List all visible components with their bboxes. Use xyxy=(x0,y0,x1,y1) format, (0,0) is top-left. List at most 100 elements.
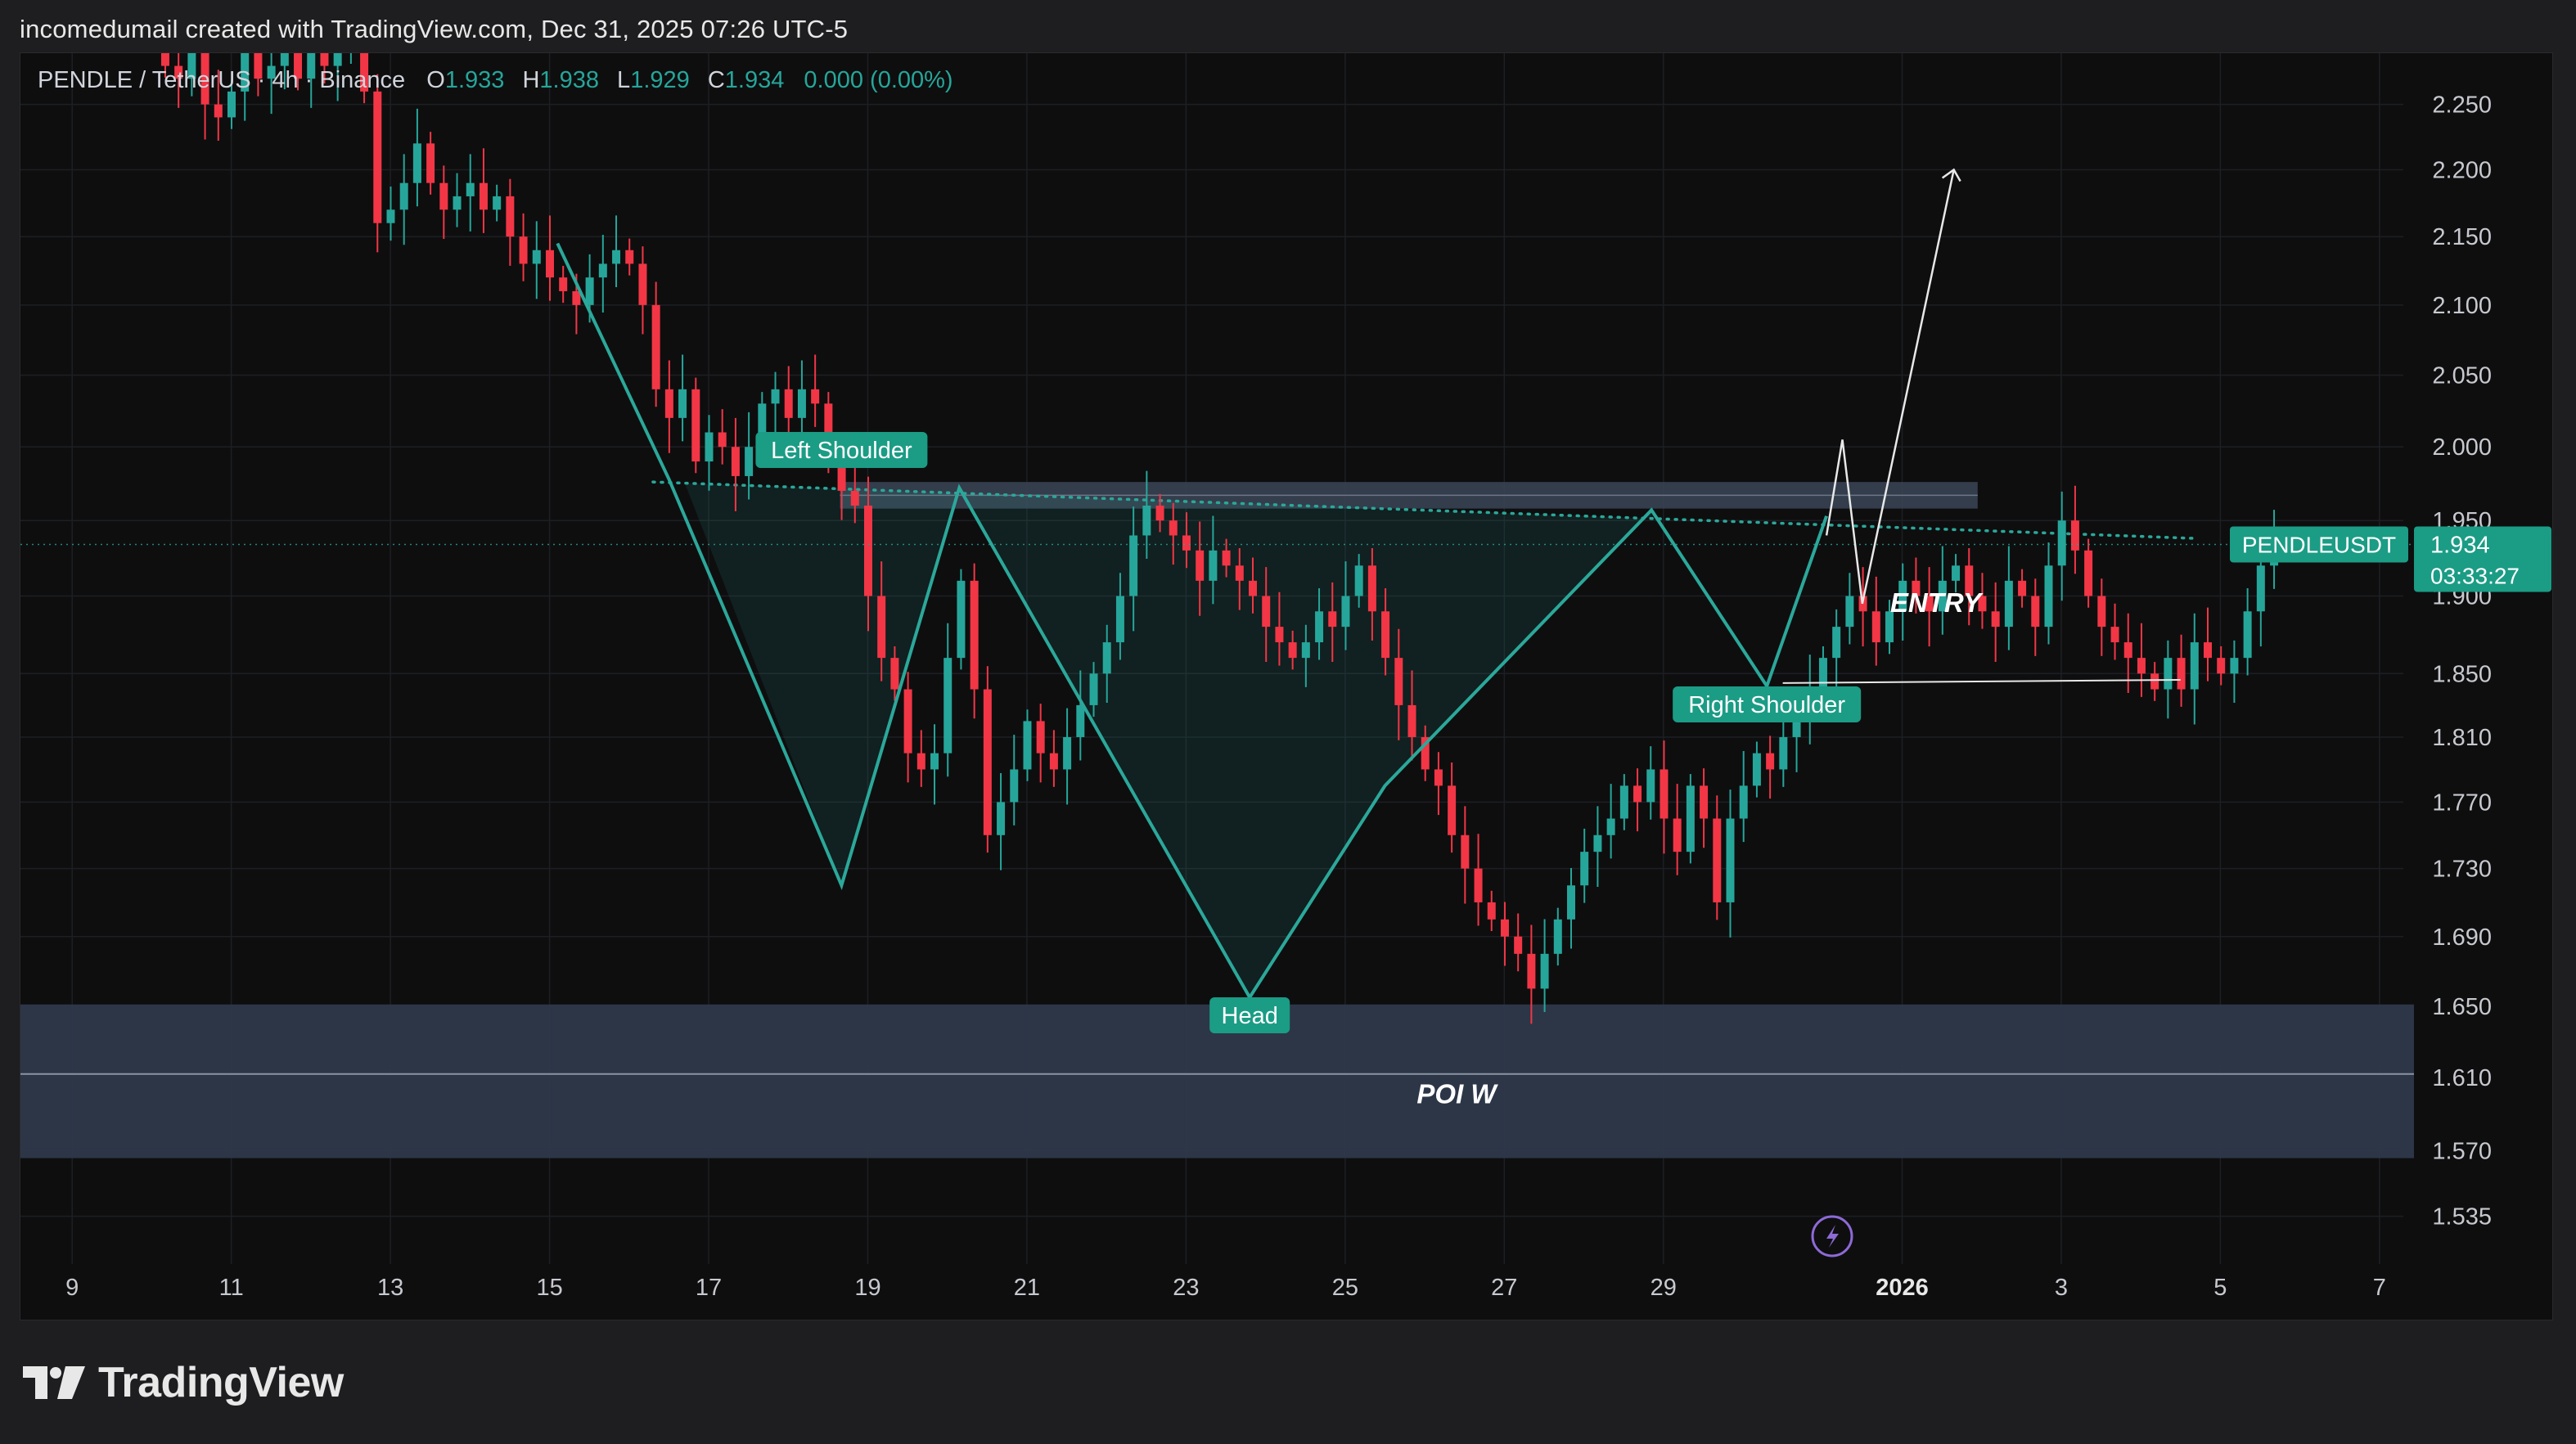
candle-body xyxy=(307,53,316,79)
candle-body xyxy=(1367,565,1376,612)
candle-body xyxy=(2018,580,2027,596)
candle-body xyxy=(837,461,846,491)
legend-close-label: C xyxy=(708,67,725,93)
candle-body xyxy=(506,196,515,237)
legend-high: 1.938 xyxy=(539,67,599,93)
candle-body xyxy=(1700,785,1709,819)
candle-body xyxy=(174,65,183,79)
candle-body xyxy=(1633,785,1642,803)
candle-body xyxy=(360,53,369,92)
lightning-icon[interactable] xyxy=(1811,1215,1853,1257)
y-axis-tick: 1.650 xyxy=(2432,994,2492,1020)
candle-body xyxy=(1752,753,1761,786)
chart-panel[interactable]: Left Shoulder Head Right Shoulder ENTRY POI … xyxy=(20,52,2553,1320)
candle-body xyxy=(1726,818,1735,902)
candle-body xyxy=(678,389,687,418)
candle-body xyxy=(997,802,1006,835)
candles xyxy=(20,53,2414,1024)
y-axis-tick: 1.690 xyxy=(2432,924,2492,951)
candle-body xyxy=(493,196,502,210)
candle-body xyxy=(2110,627,2119,643)
left-shoulder-label-text: Left Shoulder xyxy=(771,438,912,464)
x-axis-tick: 3 xyxy=(2055,1275,2068,1301)
candle-body xyxy=(850,490,859,506)
candle-body xyxy=(811,389,820,404)
candle-body xyxy=(2031,596,2040,628)
candle-body xyxy=(1766,753,1775,770)
price-chart[interactable]: Left Shoulder Head Right Shoulder ENTRY POI … xyxy=(20,53,2554,1321)
candle-body xyxy=(453,196,462,210)
head-label: Head xyxy=(1209,997,1290,1033)
projection-arrowhead xyxy=(1941,168,1961,182)
candle-body xyxy=(1845,596,1854,628)
svg-text:PENDLE / TetherUS · 4h · Binan: PENDLE / TetherUS · 4h · Binance O1.933 … xyxy=(38,67,953,93)
candle-body xyxy=(519,236,528,264)
candle-body xyxy=(399,182,408,210)
price-tag-countdown: 03:33:27 xyxy=(2430,563,2520,588)
candle-body xyxy=(1925,596,1934,612)
candle-body xyxy=(1487,902,1496,920)
candle-body xyxy=(1474,868,1483,902)
chart-attribution: incomedumail created with TradingView.co… xyxy=(20,15,849,43)
candle-body xyxy=(2004,580,2013,628)
tradingview-logo[interactable]: TradingView xyxy=(23,1358,344,1407)
candle-body xyxy=(903,689,912,753)
candle-body xyxy=(664,389,673,418)
candle-body xyxy=(160,53,169,66)
candle-body xyxy=(479,182,488,210)
legend-high-label: H xyxy=(522,67,539,93)
left-shoulder-label: Left Shoulder xyxy=(755,432,928,468)
candle-body xyxy=(1063,736,1072,770)
candle-body xyxy=(1912,580,1921,596)
candle-body xyxy=(731,447,740,476)
candle-body xyxy=(758,403,767,448)
candle-body xyxy=(1898,580,1907,612)
candle-body xyxy=(1301,642,1310,659)
right-shoulder-label-bg xyxy=(1673,686,1862,722)
candle-body xyxy=(1407,704,1416,737)
candle-body xyxy=(1102,642,1111,674)
x-axis-tick: 15 xyxy=(536,1275,562,1301)
candle-body xyxy=(294,53,303,79)
y-axis-tick: 1.850 xyxy=(2432,661,2492,687)
candle-body xyxy=(1739,785,1748,819)
candle-body xyxy=(214,104,223,118)
candle-body xyxy=(2190,642,2199,690)
legend-low: 1.929 xyxy=(630,67,690,93)
projection-path xyxy=(1825,169,1955,605)
candle-body xyxy=(1249,580,1258,596)
candle-body xyxy=(2217,658,2226,674)
entry-level-line xyxy=(1782,678,2181,684)
candle-body xyxy=(1209,550,1218,581)
candle-body xyxy=(1235,565,1244,581)
x-axis-tick: 13 xyxy=(377,1275,403,1301)
candle-body xyxy=(559,277,568,291)
candle-body xyxy=(2177,658,2186,690)
candle-body xyxy=(572,290,581,305)
candle-body xyxy=(2057,520,2066,566)
candle-body xyxy=(863,506,872,596)
y-axis-tick: 2.000 xyxy=(2432,434,2492,461)
candle-body xyxy=(930,753,939,770)
candle-body xyxy=(333,53,342,66)
candle-body xyxy=(1076,704,1085,737)
candle-body xyxy=(1540,953,1549,989)
y-axis-tick: 2.050 xyxy=(2432,362,2492,389)
head-label-bg xyxy=(1209,997,1290,1033)
candle-body xyxy=(983,689,992,835)
poi-label: POI W xyxy=(1416,1079,1498,1109)
legend-low-label: L xyxy=(617,67,630,93)
candle-body xyxy=(970,580,979,690)
candle-body xyxy=(598,263,607,278)
candle-body xyxy=(1169,520,1178,536)
candle-body xyxy=(1434,769,1443,786)
candle-body xyxy=(1871,611,1880,643)
candle-body xyxy=(1394,658,1403,705)
candle-body xyxy=(1328,611,1337,628)
candle-body xyxy=(1010,769,1019,803)
candle-body xyxy=(1991,611,2000,628)
candle-body xyxy=(1448,785,1457,835)
candle-body xyxy=(1354,565,1363,596)
candle-body xyxy=(1222,550,1231,566)
x-axis-tick: 23 xyxy=(1173,1275,1199,1301)
